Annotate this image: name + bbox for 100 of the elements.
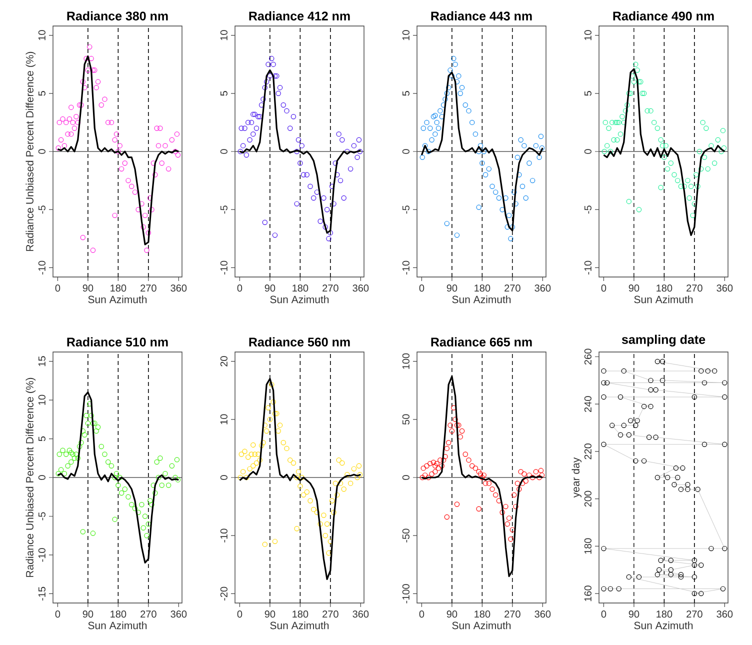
x-tick-label: 90 bbox=[82, 610, 94, 618]
x-tick-label: 0 bbox=[419, 284, 424, 292]
x-axis-title: Sun Azimuth bbox=[452, 621, 511, 630]
y-tick-label: 0 bbox=[220, 475, 228, 480]
x-tick-label: 360 bbox=[170, 284, 187, 292]
x-axis-title: Sun Azimuth bbox=[634, 621, 693, 630]
x-tick-label: 0 bbox=[601, 284, 606, 292]
x-tick-label: 180 bbox=[474, 284, 490, 292]
x-tick-label: 270 bbox=[322, 610, 338, 618]
x-tick-label: 0 bbox=[419, 610, 424, 618]
y-tick-label: -10 bbox=[220, 260, 228, 274]
y-tick-label: -100 bbox=[402, 584, 410, 604]
chart-title: Radiance 412 nm bbox=[249, 11, 350, 20]
chart-title: Radiance 380 nm bbox=[67, 11, 168, 20]
x-tick-label: 180 bbox=[656, 610, 672, 618]
y-tick-label: 10 bbox=[38, 30, 46, 40]
x-tick-label: 90 bbox=[264, 284, 276, 292]
chart-title: Radiance 560 nm bbox=[249, 337, 350, 346]
y-tick-label: 15 bbox=[38, 356, 46, 366]
y-tick-label: -10 bbox=[584, 260, 592, 274]
x-axis-title: Sun Azimuth bbox=[88, 621, 147, 630]
x-tick-label: 270 bbox=[504, 610, 520, 618]
x-tick-label: 90 bbox=[628, 610, 640, 618]
x-tick-label: 90 bbox=[82, 284, 94, 292]
x-tick-label: 180 bbox=[292, 284, 308, 292]
x-tick-label: 180 bbox=[656, 284, 672, 292]
x-tick-label: 180 bbox=[110, 284, 126, 292]
chart-title: Radiance 443 nm bbox=[431, 11, 532, 20]
chart-title: Radiance 510 nm bbox=[67, 337, 168, 346]
x-tick-label: 0 bbox=[601, 610, 606, 618]
y-tick-label: 180 bbox=[584, 538, 592, 554]
y-tick-label: 20 bbox=[220, 356, 228, 366]
y-tick-label: 260 bbox=[584, 348, 592, 365]
y-tick-label: 100 bbox=[402, 353, 410, 369]
y-tick-label: -10 bbox=[402, 260, 410, 274]
x-tick-label: 360 bbox=[352, 610, 369, 618]
x-tick-label: 180 bbox=[292, 610, 308, 618]
x-tick-label: 0 bbox=[55, 610, 60, 618]
x-axis-title: Sun Azimuth bbox=[452, 295, 511, 304]
y-tick-label: 5 bbox=[38, 436, 46, 442]
x-axis-title: Sun Azimuth bbox=[634, 295, 693, 304]
y-tick-label: 10 bbox=[220, 30, 228, 40]
x-tick-label: 0 bbox=[237, 610, 242, 618]
y-tick-label: -5 bbox=[38, 206, 46, 214]
y-tick-label: 200 bbox=[584, 490, 592, 507]
y-tick-label: -10 bbox=[220, 528, 228, 542]
x-tick-label: 180 bbox=[474, 610, 490, 618]
y-tick-label: -15 bbox=[38, 586, 46, 600]
y-tick-label: 0 bbox=[402, 149, 410, 154]
x-tick-label: 360 bbox=[352, 284, 369, 292]
y-tick-label: 50 bbox=[402, 414, 410, 425]
y-tick-label: 5 bbox=[38, 91, 46, 96]
y-tick-label: 10 bbox=[402, 30, 410, 40]
y-tick-label: 10 bbox=[38, 394, 46, 405]
x-tick-label: 270 bbox=[686, 284, 702, 292]
y-axis-title: year day bbox=[572, 457, 582, 498]
y-tick-label: 240 bbox=[584, 396, 592, 412]
x-tick-label: 360 bbox=[716, 610, 733, 618]
y-tick-label: 0 bbox=[38, 149, 46, 154]
chart-title: sampling date bbox=[622, 334, 706, 346]
y-tick-label: 10 bbox=[584, 30, 592, 40]
y-tick-label: 0 bbox=[584, 149, 592, 154]
y-tick-label: -5 bbox=[584, 206, 592, 214]
y-tick-label: 5 bbox=[584, 91, 592, 96]
x-axis-title: Sun Azimuth bbox=[270, 295, 329, 304]
x-tick-label: 0 bbox=[237, 284, 242, 292]
y-tick-label: 10 bbox=[220, 414, 228, 424]
chart-title: Radiance 665 nm bbox=[431, 337, 532, 346]
x-tick-label: 270 bbox=[322, 284, 338, 292]
x-tick-label: 90 bbox=[446, 610, 458, 618]
x-tick-label: 360 bbox=[534, 610, 551, 618]
x-tick-label: 270 bbox=[140, 284, 156, 292]
y-tick-label: -20 bbox=[220, 586, 228, 600]
x-axis-title: Sun Azimuth bbox=[88, 295, 147, 304]
y-tick-label: 0 bbox=[402, 475, 410, 480]
y-tick-label: 5 bbox=[402, 91, 410, 96]
x-tick-label: 270 bbox=[504, 284, 520, 292]
y-tick-label: 5 bbox=[220, 91, 228, 96]
chart-title: Radiance 490 nm bbox=[613, 11, 714, 20]
x-tick-label: 0 bbox=[55, 284, 60, 292]
x-tick-label: 90 bbox=[628, 284, 640, 292]
y-tick-label: 0 bbox=[220, 149, 228, 154]
x-tick-label: 360 bbox=[534, 284, 551, 292]
x-tick-label: 270 bbox=[140, 610, 156, 618]
y-tick-label: -50 bbox=[402, 528, 410, 542]
y-tick-label: 0 bbox=[38, 475, 46, 480]
y-tick-label: -5 bbox=[38, 512, 46, 520]
x-tick-label: 180 bbox=[110, 610, 126, 618]
x-tick-label: 90 bbox=[264, 610, 276, 618]
x-axis-title: Sun Azimuth bbox=[270, 621, 329, 630]
y-tick-label: 220 bbox=[584, 444, 592, 460]
x-tick-label: 270 bbox=[686, 610, 702, 618]
y-tick-label: 160 bbox=[584, 586, 592, 602]
y-tick-label: -10 bbox=[38, 548, 46, 562]
y-axis-title: Radiance Unbiased Percent Difference (%) bbox=[26, 52, 36, 251]
y-tick-label: -5 bbox=[402, 206, 410, 214]
y-tick-label: -10 bbox=[38, 260, 46, 274]
x-tick-label: 360 bbox=[170, 610, 187, 618]
y-axis-title: Radiance Unbiased Percent Difference (%) bbox=[26, 378, 36, 577]
y-tick-label: -5 bbox=[220, 206, 228, 214]
